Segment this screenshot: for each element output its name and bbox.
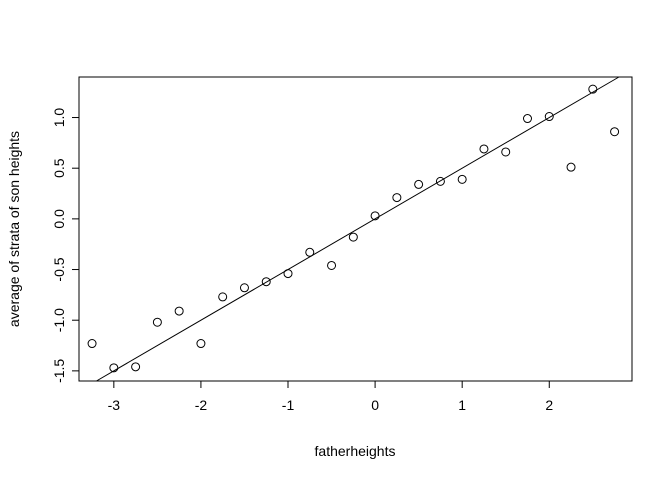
y-tick-label: -1.0 [51, 308, 67, 332]
y-tick-label: -1.5 [51, 359, 67, 383]
x-tick-label: 1 [458, 397, 466, 413]
data-point [87, 339, 97, 349]
data-point [610, 127, 620, 137]
data-point [174, 306, 184, 316]
x-tick-label: 2 [545, 397, 553, 413]
y-tick-label: 0.5 [51, 158, 67, 178]
data-point [588, 84, 598, 94]
x-axis-title: fatherheights [315, 443, 396, 459]
data-point [218, 292, 228, 302]
y-tick-label: 0.0 [51, 209, 67, 229]
data-point [544, 112, 554, 122]
data-point [479, 144, 489, 154]
fit-line-layer [96, 76, 620, 382]
data-point [370, 211, 380, 221]
y-axis: -1.5 -1.0 -0.5 0.0 0.5 1.0 [51, 108, 80, 383]
plot-frame [78, 76, 633, 382]
data-point [392, 193, 402, 203]
x-axis: -3 -2 -1 0 1 2 [108, 380, 553, 413]
x-tick-label: -2 [195, 397, 208, 413]
data-point [196, 339, 206, 349]
x-tick-label: -3 [108, 397, 121, 413]
fit-line [96, 76, 620, 382]
data-point [457, 174, 467, 184]
y-tick-label: 1.0 [51, 108, 67, 128]
data-point [283, 269, 293, 279]
data-point [327, 260, 337, 270]
data-point [305, 247, 315, 257]
data-point [261, 277, 271, 287]
data-point [501, 147, 511, 157]
data-point [414, 179, 424, 189]
data-point [522, 114, 532, 124]
data-point [109, 363, 119, 373]
data-point [131, 362, 141, 372]
y-tick-label: -0.5 [51, 257, 67, 281]
data-point [435, 176, 445, 186]
data-point [566, 162, 576, 172]
data-point [152, 317, 162, 327]
points-layer [87, 84, 620, 373]
x-tick-label: -1 [282, 397, 295, 413]
y-axis-title: average of strata of son heights [6, 131, 22, 327]
data-point [348, 232, 358, 242]
x-tick-label: 0 [371, 397, 379, 413]
data-point [239, 283, 249, 293]
